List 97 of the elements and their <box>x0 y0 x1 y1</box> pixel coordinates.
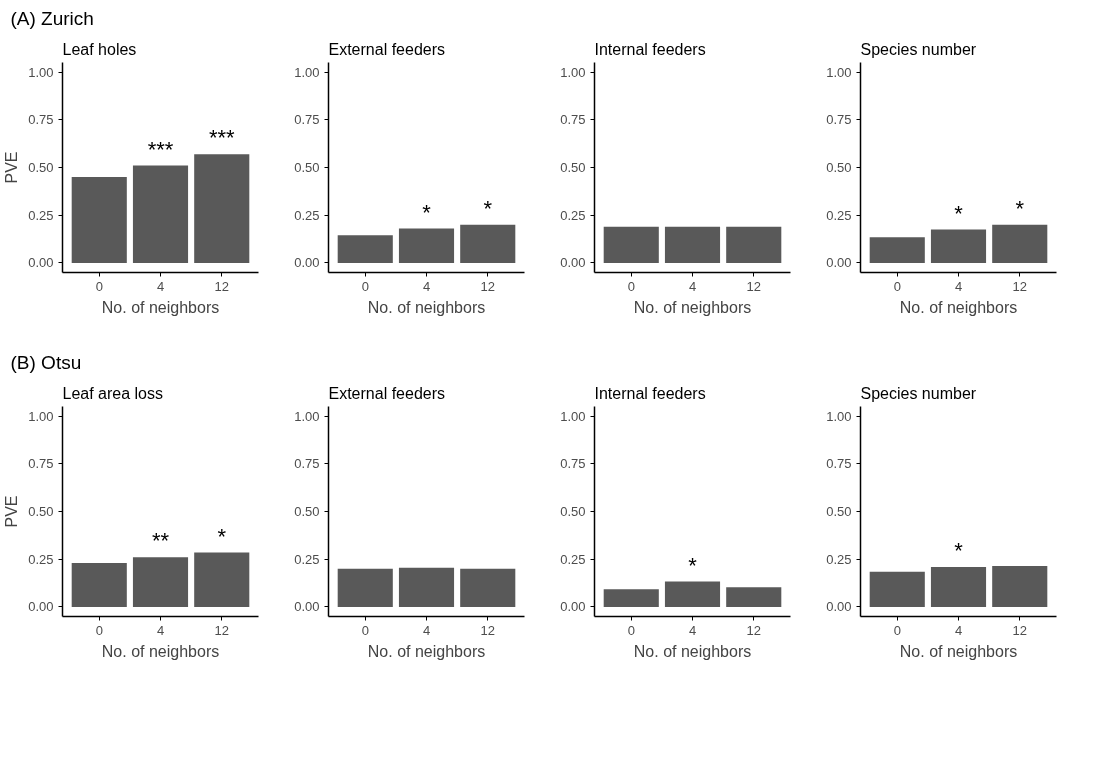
y-tick-label: 0.00 <box>826 599 852 615</box>
y-tick-label: 0.50 <box>28 160 54 175</box>
y-tick-label: 0.75 <box>294 456 320 472</box>
chart-title: Leaf holes <box>62 40 137 58</box>
y-tick-label: 0.25 <box>294 551 320 567</box>
y-tick-label: 0.00 <box>294 599 320 615</box>
y-tick-label: 1.00 <box>560 64 586 80</box>
x-axis-title: No. of neighbors <box>633 642 752 660</box>
x-tick-label: 4 <box>688 622 697 638</box>
y-tick-label: 1.00 <box>28 408 54 424</box>
bar <box>194 154 250 263</box>
chart-title: External feeders <box>328 40 446 58</box>
y-tick-label: 0.00 <box>294 255 320 271</box>
x-tick-label: 4 <box>954 622 963 638</box>
y-tick-label: 0.25 <box>826 207 852 223</box>
y-tick-label: 1.00 <box>826 408 852 424</box>
y-tick-label: 0.25 <box>560 551 586 567</box>
text: (B) Otsu <box>10 351 82 373</box>
x-tick-label: 12 <box>480 278 495 294</box>
x-axis-title: No. of neighbors <box>633 298 752 316</box>
chart-title: Species number <box>860 384 977 402</box>
y-tick-label: 1.00 <box>826 64 852 80</box>
x-tick-label: 12 <box>480 622 495 638</box>
chart-title: Species number <box>860 40 977 58</box>
x-tick-label: 0 <box>893 278 901 294</box>
x-axis-title: No. of neighbors <box>899 298 1018 316</box>
y-tick-label: 0.75 <box>826 456 852 472</box>
x-tick-label: 0 <box>627 278 635 294</box>
x-tick-label: 4 <box>688 278 697 294</box>
x-axis-title: No. of neighbors <box>367 298 486 316</box>
y-axis-title: PVE <box>3 495 21 528</box>
annotation: *** <box>208 125 236 151</box>
y-tick-label: 0.50 <box>28 504 54 519</box>
x-axis-title: No. of neighbors <box>899 642 1018 660</box>
x-tick-label: 4 <box>422 278 431 294</box>
annotation: * <box>422 199 432 225</box>
annotation: * <box>1015 195 1025 221</box>
annotation: ** <box>151 528 170 554</box>
chart-title: Internal feeders <box>594 40 706 58</box>
y-tick-label: 0.25 <box>826 551 852 567</box>
x-tick-label: 0 <box>627 622 635 638</box>
y-tick-label: 0.75 <box>560 456 586 472</box>
x-tick-label: 12 <box>214 278 229 294</box>
y-tick-label: 0.00 <box>560 255 586 271</box>
bar <box>132 165 189 263</box>
y-tick-label: 1.00 <box>294 64 320 80</box>
chart-title: Internal feeders <box>594 384 706 402</box>
x-tick-label: 12 <box>1012 278 1027 294</box>
y-tick-label: 0.50 <box>826 504 852 519</box>
y-tick-label: 0.00 <box>28 255 54 271</box>
x-tick-label: 12 <box>1012 622 1027 638</box>
annotation: * <box>954 538 964 564</box>
y-tick-label: 0.50 <box>560 160 586 175</box>
y-tick-label: 0.50 <box>560 504 586 519</box>
y-tick-label: 0.00 <box>28 599 54 615</box>
y-tick-label: 0.25 <box>28 551 54 567</box>
x-tick-label: 0 <box>361 278 369 294</box>
x-tick-label: 0 <box>95 278 103 294</box>
annotation: * <box>483 195 493 221</box>
y-tick-label: 0.00 <box>560 599 586 615</box>
x-tick-label: 4 <box>156 278 165 294</box>
y-tick-label: 0.50 <box>294 504 320 519</box>
y-tick-label: 0.75 <box>28 456 54 472</box>
y-tick-label: 0.75 <box>560 112 586 128</box>
y-tick-label: 0.75 <box>28 112 54 128</box>
y-axis-title: PVE <box>3 151 21 184</box>
x-tick-label: 0 <box>361 622 369 638</box>
x-tick-label: 0 <box>893 622 901 638</box>
x-tick-label: 4 <box>156 622 165 638</box>
annotation: * <box>217 523 227 549</box>
y-tick-label: 0.50 <box>294 160 320 175</box>
y-tick-label: 0.25 <box>560 207 586 223</box>
y-tick-label: 1.00 <box>560 408 586 424</box>
y-tick-label: 0.25 <box>28 207 54 223</box>
x-tick-label: 12 <box>214 622 229 638</box>
x-axis-title: No. of neighbors <box>367 642 486 660</box>
y-tick-label: 0.25 <box>294 207 320 223</box>
chart-title: Leaf area loss <box>62 384 164 402</box>
x-axis-title: No. of neighbors <box>101 642 220 660</box>
y-tick-label: 1.00 <box>28 64 54 80</box>
y-tick-label: 0.75 <box>294 112 320 128</box>
x-tick-label: 12 <box>746 622 761 638</box>
x-axis-title: No. of neighbors <box>101 298 220 316</box>
annotation: *** <box>147 136 174 162</box>
y-tick-label: 0.00 <box>826 255 852 271</box>
y-tick-label: 0.50 <box>826 160 852 175</box>
x-tick-label: 0 <box>95 622 103 638</box>
annotation: * <box>954 200 964 226</box>
annotation: * <box>688 552 698 578</box>
x-tick-label: 4 <box>422 622 431 638</box>
y-tick-label: 1.00 <box>294 408 320 424</box>
y-tick-label: 0.75 <box>826 112 852 128</box>
text: (A) Zurich <box>10 7 94 29</box>
chart-title: External feeders <box>328 384 446 402</box>
bar <box>71 177 127 263</box>
x-tick-label: 12 <box>746 278 761 294</box>
x-tick-label: 4 <box>954 278 963 294</box>
